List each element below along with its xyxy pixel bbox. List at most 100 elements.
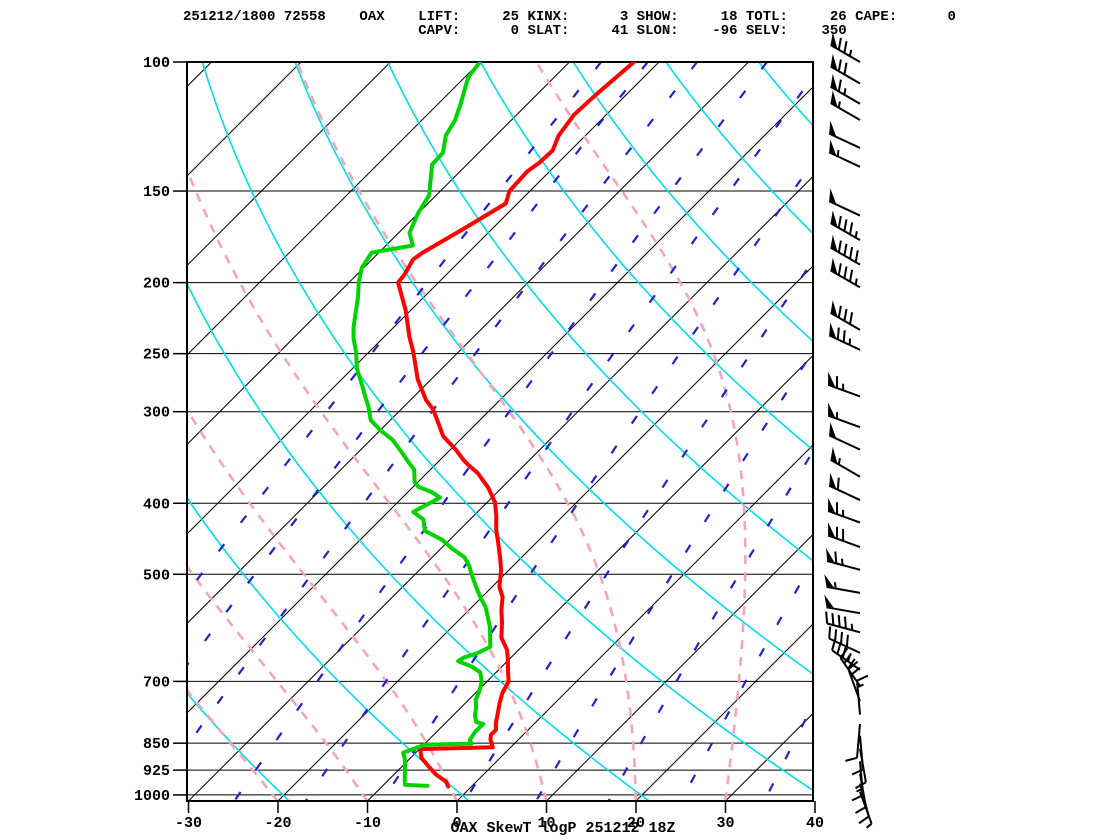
wind-barb <box>826 548 861 571</box>
wind-barb <box>827 522 861 548</box>
wind-barb <box>830 73 861 105</box>
wind-barb <box>828 626 861 654</box>
wind-barb <box>830 90 861 121</box>
barb-staff <box>827 526 861 548</box>
barb-flag <box>830 90 838 107</box>
moist-adiabat <box>535 62 747 801</box>
pressure-label: 850 <box>143 736 170 753</box>
mixing-ratio-line <box>763 702 813 801</box>
dry-adiabat <box>851 62 1120 801</box>
pressure-label: 200 <box>143 276 170 293</box>
barb-staff <box>827 376 861 398</box>
barb-flag <box>830 300 838 317</box>
barb-staff <box>830 240 861 266</box>
moist-adiabat <box>187 564 369 801</box>
barb-staff <box>828 149 861 168</box>
mixing-ratio-line <box>381 160 813 801</box>
dry-adiabat <box>294 62 813 675</box>
mixing-ratio-line <box>304 74 813 801</box>
temperature-label: -20 <box>264 815 291 832</box>
barb-flag <box>830 53 838 71</box>
barb-flag <box>824 594 835 609</box>
barb-flag <box>828 497 836 514</box>
barb-flag <box>829 322 837 339</box>
wind-barb <box>859 791 873 829</box>
isotherm-line <box>187 62 660 535</box>
wind-barb <box>827 402 861 429</box>
isotherm-line <box>277 265 813 801</box>
barb-flag <box>830 32 838 49</box>
dry-adiabat <box>665 62 813 235</box>
temperature-label: 10 <box>537 815 555 832</box>
plot-border <box>186 61 814 802</box>
background-grid <box>0 62 1120 801</box>
barb-flag <box>829 188 837 205</box>
moist-adiabats <box>0 62 747 801</box>
pressure-label: 925 <box>143 763 170 780</box>
dry-adiabats <box>187 62 1120 801</box>
wind-barb <box>827 371 861 398</box>
moist-adiabat <box>187 166 548 801</box>
dry-adiabat <box>187 496 470 801</box>
wind-barb <box>828 188 861 217</box>
isotherm-line <box>188 175 813 801</box>
wind-barb <box>824 574 861 594</box>
dry-adiabat <box>572 62 813 343</box>
mixing-ratio-line <box>187 62 649 667</box>
barb-staff <box>830 37 861 63</box>
temperature-label: 40 <box>806 815 824 832</box>
temperature-label: -10 <box>354 815 381 832</box>
barb-staff <box>856 674 869 715</box>
isotherm-line <box>187 62 391 267</box>
mixing-ratio-lines <box>187 62 813 801</box>
mixing-ratio-line <box>534 349 813 801</box>
header-line-2: CAPV: 0 SLAT: 41 SLON: -96 SELV: 350 <box>183 23 847 39</box>
barb-staff <box>830 215 861 241</box>
moist-adiabat <box>187 688 279 801</box>
barb-staff <box>827 412 861 429</box>
pressure-label: 500 <box>143 567 170 584</box>
dry-adiabat <box>386 62 813 562</box>
pressure-label: 250 <box>143 347 170 364</box>
barb-flag <box>828 522 836 539</box>
barb-staff <box>830 263 861 289</box>
barb-staff <box>828 327 861 351</box>
header-line-1: 251212/1800 72558 OAX LIFT: 25 KINX: 3 S… <box>183 9 956 25</box>
moist-adiabat <box>0 62 99 801</box>
barb-staff <box>859 791 873 829</box>
wind-barb <box>827 497 861 524</box>
barb-flag <box>829 120 837 137</box>
barb-staff <box>830 79 861 105</box>
barb-staff <box>826 606 861 615</box>
wind-barb <box>828 139 861 168</box>
isotherm-line <box>187 62 481 356</box>
temperature-label: -30 <box>175 815 202 832</box>
moist-adiabat <box>187 407 458 801</box>
isotherm-line <box>0 62 122 801</box>
chart-caption: OAX SkewT logP 251212 18Z <box>450 820 675 837</box>
barb-flag <box>828 371 836 388</box>
mixing-ratio-line <box>187 62 698 748</box>
barb-staff <box>830 101 861 121</box>
wind-barb <box>828 422 861 451</box>
barb-staff <box>828 477 861 501</box>
isotherm-line <box>456 444 813 801</box>
dewpoint-trace <box>351 62 493 788</box>
moist-adiabat <box>295 62 638 801</box>
mixing-ratio-line <box>607 449 813 801</box>
isotherm-line <box>187 86 813 714</box>
barb-staff <box>830 59 861 85</box>
pressure-label: 700 <box>143 674 170 691</box>
isotherm-line <box>187 62 570 446</box>
barb-flag <box>829 422 837 439</box>
wind-barb <box>828 120 861 149</box>
wind-barb <box>825 611 861 634</box>
temperature-label: 30 <box>716 815 734 832</box>
pressure-label: 100 <box>143 55 170 72</box>
moist-adiabat <box>0 62 9 801</box>
wind-barb <box>830 446 861 478</box>
barb-flag <box>830 73 838 91</box>
